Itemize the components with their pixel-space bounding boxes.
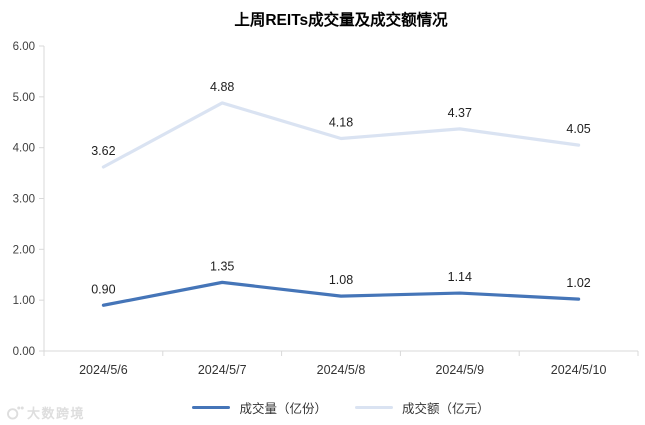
data-label: 4.37 xyxy=(448,106,472,120)
y-axis-tick-label: 3.00 xyxy=(13,194,35,206)
y-axis-tick-label: 2.00 xyxy=(13,244,35,256)
turnover-series-swatch xyxy=(355,405,393,410)
data-label: 1.02 xyxy=(566,276,590,290)
watermark-text: 大数跨境 xyxy=(27,406,86,421)
data-label: 4.05 xyxy=(566,122,590,136)
x-axis-label: 2024/5/7 xyxy=(198,363,247,377)
data-label: 0.90 xyxy=(91,282,115,296)
series-line xyxy=(101,101,581,169)
x-axis-label: 2024/5/8 xyxy=(317,363,366,377)
y-axis-tick-label: 4.00 xyxy=(13,143,35,155)
y-axis-tick-label: 6.00 xyxy=(13,41,35,53)
turnover-legend-label: 成交额（亿元） xyxy=(402,402,490,416)
data-label: 1.08 xyxy=(329,273,353,287)
data-label: 1.35 xyxy=(210,259,234,273)
data-label: 3.62 xyxy=(91,144,115,158)
data-label: 1.14 xyxy=(448,270,472,284)
legend-item-volume: 成交量（亿份） xyxy=(192,398,327,417)
x-axis-label: 2024/5/10 xyxy=(551,363,607,377)
data-label: 4.88 xyxy=(210,80,234,94)
watermark-logo-icon xyxy=(7,406,24,420)
x-axis-label: 2024/5/6 xyxy=(79,363,128,377)
chart-title: 上周REITs成交量及成交额情况 xyxy=(234,12,448,29)
volume-legend-label: 成交量（亿份） xyxy=(239,402,327,416)
y-axis-tick-label: 0.00 xyxy=(13,346,35,358)
data-label: 4.18 xyxy=(329,116,353,130)
legend-item-turnover: 成交额（亿元） xyxy=(355,398,490,417)
y-axis-tick-label: 5.00 xyxy=(13,92,35,104)
y-axis-tick-label: 1.00 xyxy=(13,295,35,307)
series-line xyxy=(101,280,581,307)
watermark: 大数跨境 xyxy=(6,403,85,422)
chart-legend: 成交量（亿份） 成交额（亿元） xyxy=(44,398,638,417)
x-axis-label: 2024/5/9 xyxy=(435,363,484,377)
volume-series-swatch xyxy=(192,405,231,410)
